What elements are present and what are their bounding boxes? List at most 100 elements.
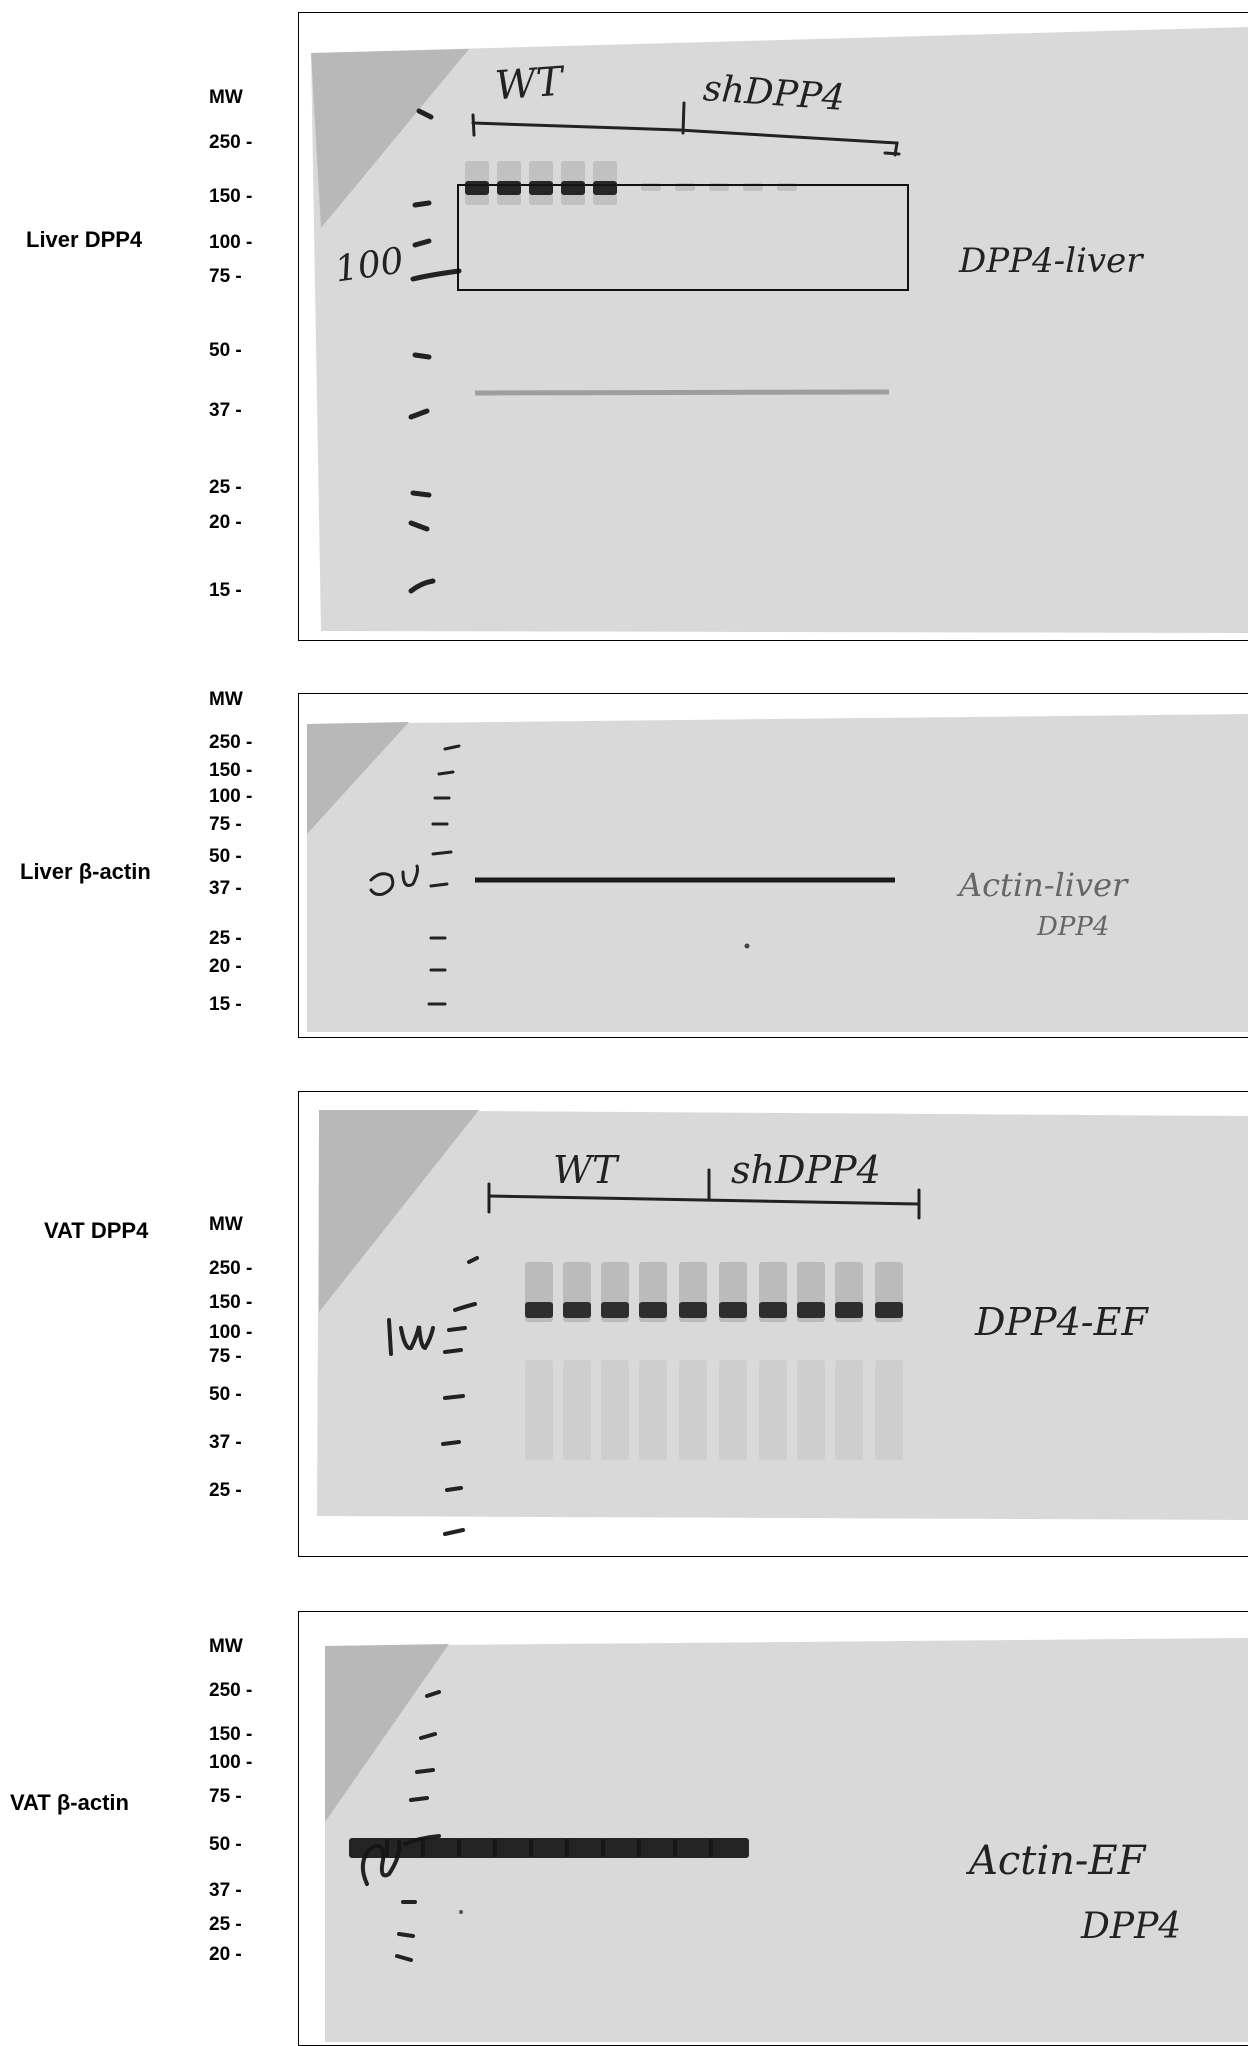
mw-label: 75 -	[209, 266, 242, 287]
lane-band	[529, 181, 553, 195]
mw-label: 250 -	[209, 732, 253, 753]
mw-label: 250 -	[209, 1680, 253, 1701]
handwritten-label: DPP4-liver	[959, 241, 1143, 281]
mw-header: MW	[209, 87, 243, 108]
band-smear	[719, 1360, 747, 1460]
mw-label: 20 -	[209, 956, 242, 977]
lane-band	[709, 1838, 749, 1858]
mw-label: 75 -	[209, 1786, 242, 1807]
lane-band	[875, 1302, 903, 1318]
band-smear	[835, 1360, 863, 1460]
lane-band	[349, 1838, 389, 1858]
band-smear	[875, 1360, 903, 1460]
blot-image-liver-dpp4	[311, 27, 1248, 633]
lane-band	[601, 1838, 641, 1858]
mw-label: 25 -	[209, 1914, 242, 1935]
blot-frame-liver-actin: Actin-liver DPP4 50	[298, 693, 1248, 1038]
mw-label: 75 -	[209, 1346, 242, 1367]
blot-frame-vat-actin: Actin-EF DPP4 50	[298, 1611, 1248, 2046]
mw-label: 150 -	[209, 186, 253, 207]
mw-label: 50 -	[209, 1384, 242, 1405]
panel-label-liver-actin: Liver β-actin	[20, 859, 151, 884]
band-group	[465, 161, 797, 205]
handwritten-label: Actin-liver	[959, 866, 1128, 904]
handwritten-label: DPP4	[1037, 912, 1110, 942]
mw-label: 37 -	[209, 1432, 242, 1453]
band-smear	[639, 1360, 667, 1460]
lane-band	[529, 1838, 569, 1858]
mw-label: 50 -	[209, 846, 242, 867]
lane-band	[601, 1302, 629, 1318]
lane-band	[639, 1302, 667, 1318]
blot-frame-liver-dpp4: WT shDPP4 100 DPP4-liver	[298, 12, 1248, 641]
mw-label: 100 -	[209, 232, 253, 253]
panel-label-liver-dpp4: Liver DPP4	[26, 227, 143, 252]
handwritten-shdpp4: shDPP4	[731, 1148, 881, 1192]
band-smear	[525, 1360, 553, 1460]
lane-band	[421, 1838, 461, 1858]
mw-label: 100 -	[209, 1322, 253, 1343]
lane-band	[565, 1838, 605, 1858]
mw-label: 250 -	[209, 132, 253, 153]
mw-label: 150 -	[209, 1292, 253, 1313]
band-smear	[563, 1360, 591, 1460]
mw-label: 25 -	[209, 1480, 242, 1501]
lane-band	[641, 183, 661, 191]
band-group	[349, 1838, 749, 1858]
lane-band	[563, 1302, 591, 1318]
handwritten-label: DPP4-EF	[975, 1300, 1148, 1344]
lane-band	[385, 1838, 425, 1858]
lane-band	[719, 1302, 747, 1318]
mw-label: 20 -	[209, 1944, 242, 1965]
blot-frame-vat-dpp4: WT shDPP4 DPP4-EF 100	[298, 1091, 1248, 1557]
lane-band	[679, 1302, 707, 1318]
panel-label-vat-dpp4: VAT DPP4	[44, 1218, 149, 1243]
band-smear	[797, 1360, 825, 1460]
lane-band	[797, 1302, 825, 1318]
handwritten-wt: WT	[493, 58, 565, 110]
lane-band	[525, 1302, 553, 1318]
lane-band	[493, 1838, 533, 1858]
mw-label: 50 -	[209, 1834, 242, 1855]
mw-header: MW	[209, 689, 243, 710]
mw-label: 75 -	[209, 814, 242, 835]
lane-band	[637, 1838, 677, 1858]
mw-label: 25 -	[209, 477, 242, 498]
handwritten-label: Actin-EF	[969, 1838, 1146, 1884]
lane-band	[709, 183, 729, 191]
mw-label: 25 -	[209, 928, 242, 949]
mw-label: 100 -	[209, 786, 253, 807]
mw-header: MW	[209, 1636, 243, 1657]
band-group	[525, 1262, 903, 1460]
mw-label: 37 -	[209, 878, 242, 899]
lane-band	[593, 181, 617, 195]
lane-band	[561, 181, 585, 195]
panel-label-vat-actin: VAT β-actin	[10, 1790, 129, 1815]
mw-label: 15 -	[209, 580, 242, 601]
lane-band	[743, 183, 763, 191]
lane-band	[675, 183, 695, 191]
mw-label: 150 -	[209, 760, 253, 781]
mw-label: 37 -	[209, 1880, 242, 1901]
mw-header: MW	[209, 1214, 243, 1235]
band-smear	[601, 1360, 629, 1460]
blot-image-vat-actin	[325, 1638, 1248, 2042]
mw-label: 15 -	[209, 994, 242, 1015]
mw-label: 37 -	[209, 400, 242, 421]
lane-band	[835, 1302, 863, 1318]
lane-band	[457, 1838, 497, 1858]
mw-label: 50 -	[209, 340, 242, 361]
blot-image-vat-dpp4	[317, 1110, 1248, 1536]
lane-band	[497, 181, 521, 195]
lane-band	[759, 1302, 787, 1318]
handwritten-label: DPP4	[1081, 1906, 1182, 1947]
handwritten-wt: WT	[553, 1148, 618, 1192]
mw-label: 250 -	[209, 1258, 253, 1279]
band-smear	[759, 1360, 787, 1460]
lane-band	[673, 1838, 713, 1858]
mw-label: 20 -	[209, 512, 242, 533]
lane-band	[465, 181, 489, 195]
lane-band	[777, 183, 797, 191]
mw-label: 100 -	[209, 1752, 253, 1773]
band-smear	[679, 1360, 707, 1460]
